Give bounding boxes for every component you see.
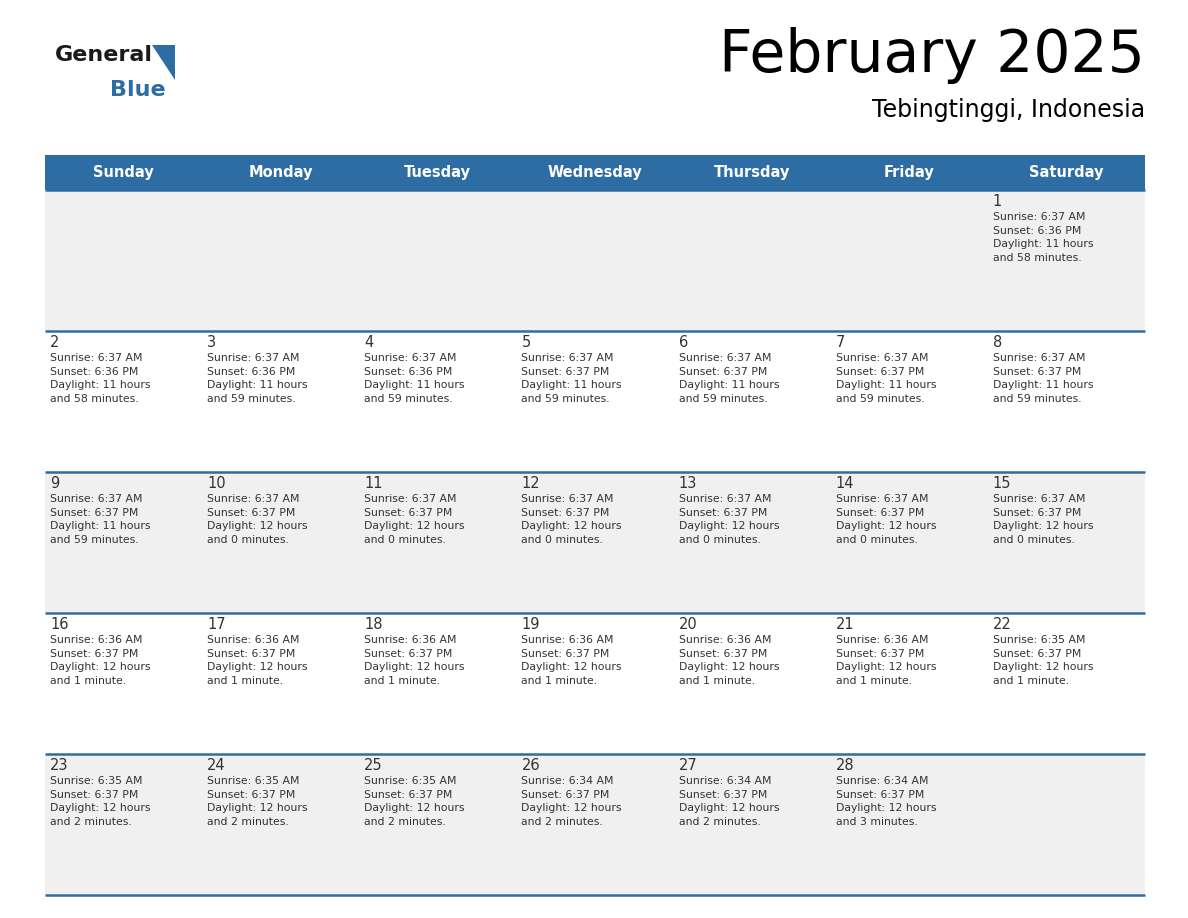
Text: 14: 14 <box>835 476 854 491</box>
Bar <box>45 472 1145 613</box>
Text: Tuesday: Tuesday <box>404 165 472 180</box>
Text: Thursday: Thursday <box>714 165 790 180</box>
Text: 8: 8 <box>993 335 1003 350</box>
Text: February 2025: February 2025 <box>719 27 1145 84</box>
Text: 18: 18 <box>365 617 383 632</box>
Bar <box>45 613 1145 754</box>
Text: Sunrise: 6:37 AM
Sunset: 6:37 PM
Daylight: 11 hours
and 59 minutes.: Sunrise: 6:37 AM Sunset: 6:37 PM Dayligh… <box>50 494 151 544</box>
Text: 19: 19 <box>522 617 539 632</box>
Text: 24: 24 <box>207 758 226 773</box>
Text: Friday: Friday <box>884 165 935 180</box>
Text: Sunday: Sunday <box>93 165 154 180</box>
Text: 6: 6 <box>678 335 688 350</box>
Text: Sunrise: 6:37 AM
Sunset: 6:37 PM
Daylight: 11 hours
and 59 minutes.: Sunrise: 6:37 AM Sunset: 6:37 PM Dayligh… <box>835 353 936 404</box>
Text: 23: 23 <box>50 758 69 773</box>
Text: Sunrise: 6:37 AM
Sunset: 6:36 PM
Daylight: 11 hours
and 59 minutes.: Sunrise: 6:37 AM Sunset: 6:36 PM Dayligh… <box>207 353 308 404</box>
Text: Sunrise: 6:37 AM
Sunset: 6:37 PM
Daylight: 12 hours
and 0 minutes.: Sunrise: 6:37 AM Sunset: 6:37 PM Dayligh… <box>365 494 465 544</box>
Bar <box>45 190 1145 331</box>
Text: Sunrise: 6:37 AM
Sunset: 6:37 PM
Daylight: 11 hours
and 59 minutes.: Sunrise: 6:37 AM Sunset: 6:37 PM Dayligh… <box>522 353 623 404</box>
Text: Sunrise: 6:36 AM
Sunset: 6:37 PM
Daylight: 12 hours
and 1 minute.: Sunrise: 6:36 AM Sunset: 6:37 PM Dayligh… <box>365 635 465 686</box>
Text: 22: 22 <box>993 617 1012 632</box>
Text: 15: 15 <box>993 476 1011 491</box>
Text: Sunrise: 6:35 AM
Sunset: 6:37 PM
Daylight: 12 hours
and 2 minutes.: Sunrise: 6:35 AM Sunset: 6:37 PM Dayligh… <box>365 776 465 827</box>
Bar <box>45 754 1145 895</box>
Text: Sunrise: 6:35 AM
Sunset: 6:37 PM
Daylight: 12 hours
and 2 minutes.: Sunrise: 6:35 AM Sunset: 6:37 PM Dayligh… <box>50 776 151 827</box>
Text: Sunrise: 6:36 AM
Sunset: 6:37 PM
Daylight: 12 hours
and 1 minute.: Sunrise: 6:36 AM Sunset: 6:37 PM Dayligh… <box>50 635 151 686</box>
Text: 13: 13 <box>678 476 697 491</box>
Text: Wednesday: Wednesday <box>548 165 643 180</box>
Text: Sunrise: 6:37 AM
Sunset: 6:36 PM
Daylight: 11 hours
and 58 minutes.: Sunrise: 6:37 AM Sunset: 6:36 PM Dayligh… <box>50 353 151 404</box>
Bar <box>45 331 1145 472</box>
Text: Sunrise: 6:34 AM
Sunset: 6:37 PM
Daylight: 12 hours
and 3 minutes.: Sunrise: 6:34 AM Sunset: 6:37 PM Dayligh… <box>835 776 936 827</box>
Polygon shape <box>152 45 175 80</box>
Text: 1: 1 <box>993 194 1003 209</box>
Text: 21: 21 <box>835 617 854 632</box>
Text: Blue: Blue <box>110 80 165 100</box>
Text: Sunrise: 6:37 AM
Sunset: 6:37 PM
Daylight: 11 hours
and 59 minutes.: Sunrise: 6:37 AM Sunset: 6:37 PM Dayligh… <box>678 353 779 404</box>
Text: 12: 12 <box>522 476 541 491</box>
Text: 4: 4 <box>365 335 373 350</box>
Text: 20: 20 <box>678 617 697 632</box>
Text: 10: 10 <box>207 476 226 491</box>
Text: Sunrise: 6:37 AM
Sunset: 6:37 PM
Daylight: 12 hours
and 0 minutes.: Sunrise: 6:37 AM Sunset: 6:37 PM Dayligh… <box>835 494 936 544</box>
Text: 28: 28 <box>835 758 854 773</box>
Text: Sunrise: 6:37 AM
Sunset: 6:37 PM
Daylight: 12 hours
and 0 minutes.: Sunrise: 6:37 AM Sunset: 6:37 PM Dayligh… <box>522 494 623 544</box>
Text: 3: 3 <box>207 335 216 350</box>
Text: Sunrise: 6:35 AM
Sunset: 6:37 PM
Daylight: 12 hours
and 1 minute.: Sunrise: 6:35 AM Sunset: 6:37 PM Dayligh… <box>993 635 1093 686</box>
Text: Sunrise: 6:36 AM
Sunset: 6:37 PM
Daylight: 12 hours
and 1 minute.: Sunrise: 6:36 AM Sunset: 6:37 PM Dayligh… <box>207 635 308 686</box>
Bar <box>45 155 1145 190</box>
Text: 7: 7 <box>835 335 845 350</box>
Text: Saturday: Saturday <box>1029 165 1104 180</box>
Text: Monday: Monday <box>248 165 312 180</box>
Text: General: General <box>55 45 153 65</box>
Text: Sunrise: 6:37 AM
Sunset: 6:36 PM
Daylight: 11 hours
and 59 minutes.: Sunrise: 6:37 AM Sunset: 6:36 PM Dayligh… <box>365 353 465 404</box>
Text: Sunrise: 6:36 AM
Sunset: 6:37 PM
Daylight: 12 hours
and 1 minute.: Sunrise: 6:36 AM Sunset: 6:37 PM Dayligh… <box>522 635 623 686</box>
Text: Sunrise: 6:36 AM
Sunset: 6:37 PM
Daylight: 12 hours
and 1 minute.: Sunrise: 6:36 AM Sunset: 6:37 PM Dayligh… <box>678 635 779 686</box>
Text: Tebingtinggi, Indonesia: Tebingtinggi, Indonesia <box>872 98 1145 122</box>
Text: Sunrise: 6:37 AM
Sunset: 6:37 PM
Daylight: 12 hours
and 0 minutes.: Sunrise: 6:37 AM Sunset: 6:37 PM Dayligh… <box>207 494 308 544</box>
Text: Sunrise: 6:37 AM
Sunset: 6:37 PM
Daylight: 12 hours
and 0 minutes.: Sunrise: 6:37 AM Sunset: 6:37 PM Dayligh… <box>678 494 779 544</box>
Text: 2: 2 <box>50 335 59 350</box>
Text: 25: 25 <box>365 758 383 773</box>
Text: Sunrise: 6:35 AM
Sunset: 6:37 PM
Daylight: 12 hours
and 2 minutes.: Sunrise: 6:35 AM Sunset: 6:37 PM Dayligh… <box>207 776 308 827</box>
Text: Sunrise: 6:36 AM
Sunset: 6:37 PM
Daylight: 12 hours
and 1 minute.: Sunrise: 6:36 AM Sunset: 6:37 PM Dayligh… <box>835 635 936 686</box>
Text: 17: 17 <box>207 617 226 632</box>
Text: Sunrise: 6:37 AM
Sunset: 6:37 PM
Daylight: 11 hours
and 59 minutes.: Sunrise: 6:37 AM Sunset: 6:37 PM Dayligh… <box>993 353 1093 404</box>
Text: 27: 27 <box>678 758 697 773</box>
Text: Sunrise: 6:34 AM
Sunset: 6:37 PM
Daylight: 12 hours
and 2 minutes.: Sunrise: 6:34 AM Sunset: 6:37 PM Dayligh… <box>678 776 779 827</box>
Text: 16: 16 <box>50 617 69 632</box>
Text: 26: 26 <box>522 758 541 773</box>
Text: Sunrise: 6:34 AM
Sunset: 6:37 PM
Daylight: 12 hours
and 2 minutes.: Sunrise: 6:34 AM Sunset: 6:37 PM Dayligh… <box>522 776 623 827</box>
Text: 5: 5 <box>522 335 531 350</box>
Text: 11: 11 <box>365 476 383 491</box>
Text: 9: 9 <box>50 476 59 491</box>
Text: Sunrise: 6:37 AM
Sunset: 6:36 PM
Daylight: 11 hours
and 58 minutes.: Sunrise: 6:37 AM Sunset: 6:36 PM Dayligh… <box>993 212 1093 263</box>
Text: Sunrise: 6:37 AM
Sunset: 6:37 PM
Daylight: 12 hours
and 0 minutes.: Sunrise: 6:37 AM Sunset: 6:37 PM Dayligh… <box>993 494 1093 544</box>
